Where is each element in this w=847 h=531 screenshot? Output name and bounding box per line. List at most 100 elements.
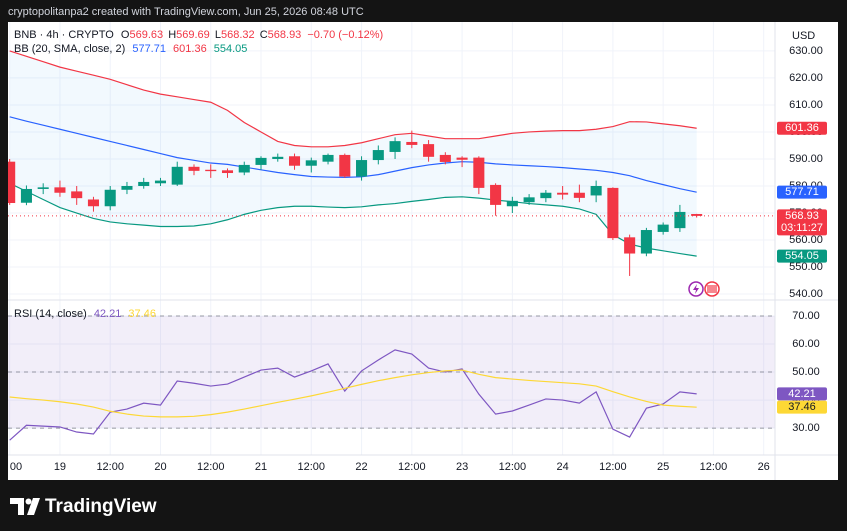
event-icons[interactable] — [688, 281, 720, 297]
price-plot — [8, 50, 775, 276]
candle-body — [322, 154, 334, 162]
ohlc-value: 568.93 — [268, 29, 302, 41]
countdown-label: 03:11:27 — [781, 222, 823, 234]
indicator-name: RSI (14, close) — [14, 308, 87, 320]
x-tick-label: 12:00 — [197, 461, 225, 473]
candle-body — [255, 157, 267, 165]
candle-body — [54, 187, 66, 193]
rsi-plot — [8, 315, 775, 441]
price-label-box — [777, 209, 827, 236]
currency-label: USD — [792, 30, 815, 42]
candle-body — [691, 214, 703, 216]
candle-body — [607, 187, 619, 239]
candle-body — [104, 189, 116, 207]
symbol-legend: BNB · 4h · CRYPTO O569.63 H569.69 L568.3… — [14, 29, 383, 41]
price-label: 37.46 — [788, 401, 816, 413]
x-tick-label: 12:00 — [599, 461, 627, 473]
candle-body — [372, 150, 384, 161]
y-tick-label: 560.00 — [789, 234, 823, 246]
candle-body — [473, 157, 485, 188]
candle-body — [356, 160, 368, 177]
y-tick-label: 70.00 — [792, 310, 820, 322]
band-fill — [9, 50, 697, 257]
legend-value: 42.21 — [94, 308, 122, 320]
candle-body — [288, 156, 301, 166]
x-tick-label: 26 — [758, 461, 770, 473]
candle-body — [154, 180, 167, 184]
rsi-legend: RSI (14, close) 42.21 37.46 — [14, 308, 156, 320]
price-label: 601.36 — [785, 122, 819, 134]
event-glyph — [707, 285, 717, 293]
price-label: 42.21 — [788, 388, 816, 400]
ohlc-value: 569.63 — [129, 29, 163, 41]
price-grid — [8, 22, 775, 300]
legend-value: 37.46 — [128, 308, 156, 320]
candle-body — [573, 192, 585, 198]
series-line — [9, 50, 697, 148]
candle-body — [138, 181, 150, 186]
candle-body — [20, 188, 32, 203]
y-tick-label: 620.00 — [789, 72, 823, 84]
candle-body — [590, 185, 602, 196]
x-tick-label: 20 — [154, 461, 166, 473]
candle-body — [389, 141, 401, 152]
candle-body — [71, 191, 83, 199]
x-tick-label: 21 — [255, 461, 267, 473]
value-axes: 540.00550.00560.00570.00580.00590.00600.… — [777, 45, 827, 434]
ohlc-label: L — [215, 29, 221, 41]
legend-value: 577.71 — [132, 43, 166, 55]
ohlc-label: H — [168, 29, 176, 41]
price-label-box — [777, 387, 827, 401]
candle-body — [523, 197, 535, 203]
x-tick-label: 00 — [10, 461, 22, 473]
x-tick-label: 12:00 — [499, 461, 527, 473]
legend-value: 554.05 — [214, 43, 248, 55]
candle-body — [540, 192, 552, 199]
candle-body — [506, 200, 518, 207]
event-glyph — [693, 284, 699, 294]
band-fill — [8, 315, 775, 429]
x-tick-label: 25 — [657, 461, 669, 473]
ohlc-label: O — [121, 29, 130, 41]
legend-value: 601.36 — [173, 43, 207, 55]
candle-body — [272, 156, 284, 159]
x-tick-label: 19 — [54, 461, 66, 473]
y-tick-label: 50.00 — [792, 366, 820, 378]
y-tick-label: 540.00 — [789, 288, 823, 300]
y-tick-label: 610.00 — [789, 99, 823, 111]
bb-legend: BB (20, SMA, close, 2) 577.71 601.36 554… — [14, 43, 247, 55]
candle-body — [674, 211, 686, 229]
x-tick-label: 12:00 — [298, 461, 326, 473]
x-tick-label: 23 — [456, 461, 468, 473]
series-line — [9, 182, 697, 257]
x-tick-label: 24 — [556, 461, 568, 473]
candle-body — [557, 192, 569, 195]
logo-mark — [10, 498, 24, 515]
price-label-box — [777, 249, 827, 263]
y-tick-label: 590.00 — [789, 153, 823, 165]
header-text: cryptopolitanpa2 created with TradingVie… — [8, 6, 364, 18]
candle-body — [339, 154, 351, 177]
rsi-grid — [8, 300, 775, 455]
candle-body — [456, 157, 468, 160]
candle-body — [8, 161, 16, 204]
candle-body — [171, 166, 183, 185]
x-axis: 00 19 12:00 20 12:00 21 12:00 22 12:00 23 12:00 24 1… — [10, 461, 770, 473]
candle-body — [490, 184, 502, 205]
series-line — [9, 349, 697, 441]
logo-mark — [27, 498, 40, 515]
ohlc-value: 568.32 — [221, 29, 255, 41]
logo-mark — [25, 498, 32, 505]
candle-body — [624, 237, 636, 254]
candle-body — [205, 169, 217, 172]
y-tick-label: 550.00 — [789, 261, 823, 273]
candle-body — [305, 160, 317, 166]
candle-body — [221, 170, 234, 174]
ohlc-label: C — [260, 29, 268, 41]
candle-body — [439, 154, 451, 162]
candle-body — [238, 164, 250, 173]
price-label-box — [777, 121, 827, 135]
brand-name: TradingView — [45, 496, 157, 517]
price-label: 577.71 — [785, 186, 819, 198]
